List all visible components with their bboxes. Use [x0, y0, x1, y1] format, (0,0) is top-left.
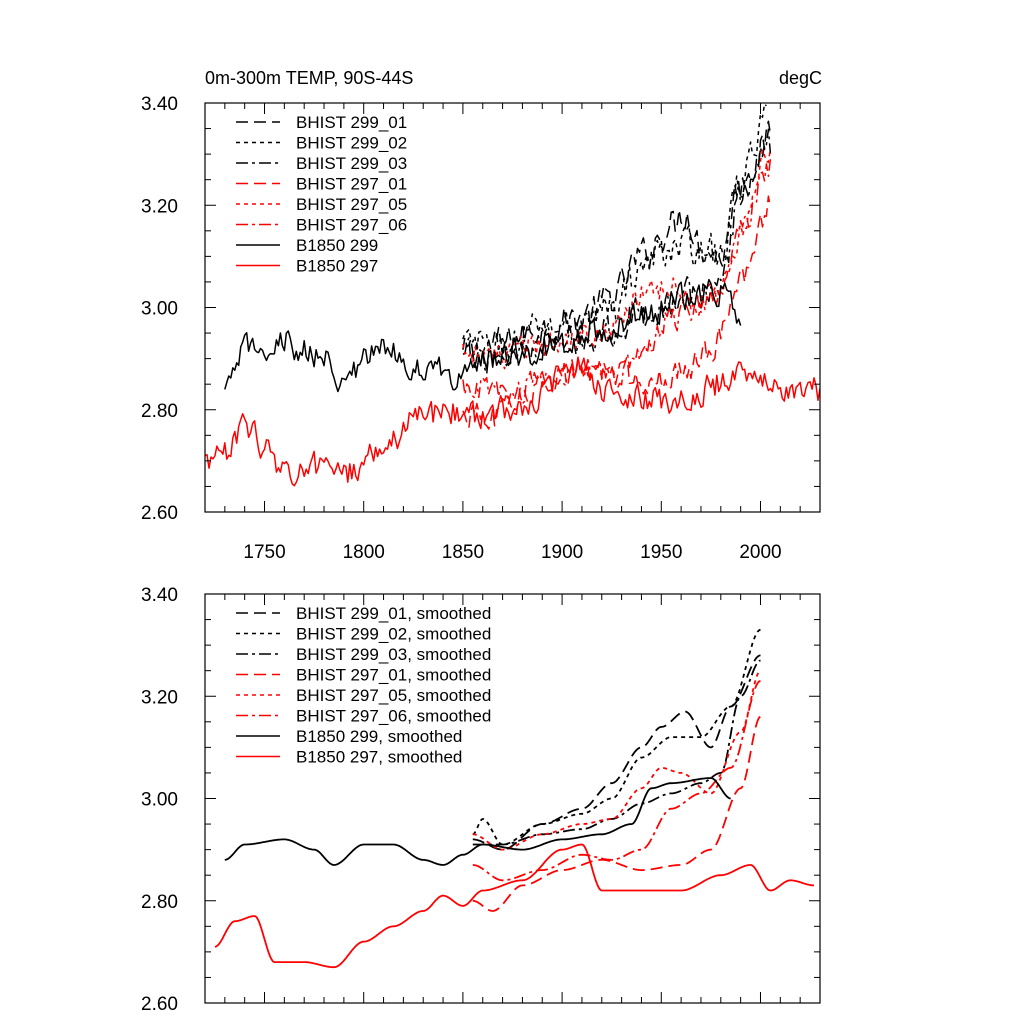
y-tick-label: 2.60	[141, 994, 178, 1015]
legend-label: BHIST 297_01	[296, 175, 407, 194]
series-line	[462, 120, 772, 367]
series-line	[462, 128, 772, 375]
legend-label: BHIST 297_06, smoothed	[296, 707, 491, 726]
legend-label: BHIST 297_05, smoothed	[296, 686, 491, 705]
legend-label: B1850 297, smoothed	[296, 748, 462, 767]
series-group	[214, 628, 814, 969]
legend-label: BHIST 299_02	[296, 134, 407, 153]
series-line	[214, 843, 814, 969]
x-tick-label: 1750	[243, 542, 285, 563]
series-line	[224, 278, 742, 393]
series-line	[462, 195, 772, 430]
legend-label: B1850 297	[296, 257, 378, 276]
y-tick-label: 3.20	[141, 196, 178, 217]
series-line	[205, 356, 820, 487]
y-tick-label: 3.00	[141, 299, 178, 320]
series-line	[462, 159, 772, 405]
y-tick-label: 2.80	[141, 401, 178, 422]
legend-label: BHIST 299_01, smoothed	[296, 604, 491, 623]
x-tick-label: 1950	[640, 542, 682, 563]
y-tick-label: 3.40	[141, 94, 178, 115]
series-line	[224, 777, 731, 866]
y-tick-label: 3.20	[141, 687, 178, 708]
x-tick-label: 1900	[541, 542, 583, 563]
y-tick-label: 3.00	[141, 790, 178, 811]
series-line	[472, 654, 761, 851]
y-tick-label: 3.40	[141, 585, 178, 606]
chart-panel-top: 0m-300m TEMP, 90S-44S degC 2.60 2.80 3.00 3…	[141, 68, 822, 563]
legend: BHIST 299_01, smoothed BHIST 299_02, smoo…	[236, 604, 491, 767]
legend-label: BHIST 297_01, smoothed	[296, 666, 491, 685]
legend-label: B1850 299	[296, 236, 378, 255]
legend-label: BHIST 299_03	[296, 154, 407, 173]
series-line	[472, 715, 761, 912]
series-line	[472, 669, 761, 851]
x-tick-label: 1800	[343, 542, 385, 563]
legend-label: B1850 299, smoothed	[296, 727, 462, 746]
x-tick-label: 2000	[739, 542, 781, 563]
legend-label: BHIST 297_06	[296, 216, 407, 235]
series-group	[205, 103, 820, 487]
series-line	[472, 680, 761, 882]
x-tick-label: 1850	[442, 542, 484, 563]
legend-label: BHIST 299_03, smoothed	[296, 645, 491, 664]
legend-label: BHIST 299_01	[296, 113, 407, 132]
legend-label: BHIST 299_02, smoothed	[296, 625, 491, 644]
series-line	[472, 628, 761, 846]
y-tick-label: 2.60	[141, 503, 178, 524]
legend-label: BHIST 297_05	[296, 195, 407, 214]
y-tick-label: 2.80	[141, 892, 178, 913]
chart-title: 0m-300m TEMP, 90S-44S	[205, 68, 413, 88]
chart-panel-bottom: 2.60 2.80 3.00 3.20 3.40 BHIST 299_01, smooth…	[141, 585, 821, 1015]
series-line	[462, 103, 767, 365]
units-label: degC	[779, 68, 822, 88]
